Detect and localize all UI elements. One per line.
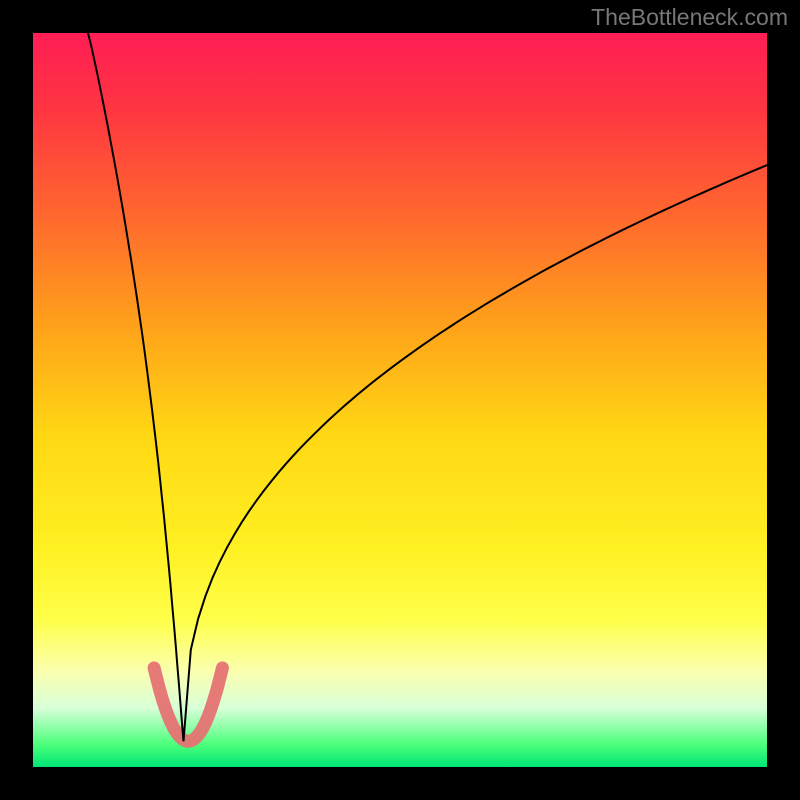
chart-svg <box>0 0 800 800</box>
bottleneck-curve <box>88 33 767 741</box>
watermark-text: TheBottleneck.com <box>591 4 788 31</box>
